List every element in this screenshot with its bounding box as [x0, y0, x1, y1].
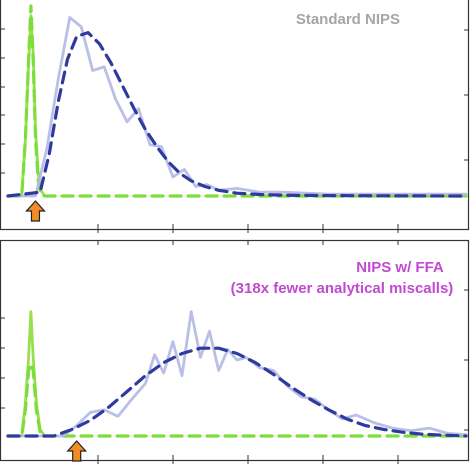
series-line-1 — [6, 362, 468, 438]
chart-panel-standard-nips — [0, 0, 470, 233]
series-line-2 — [6, 310, 468, 438]
series-line-2 — [6, 15, 468, 198]
chart-panel-nips-ffa — [0, 239, 470, 464]
series-line-0 — [6, 310, 56, 438]
chart-title-nips-ffa: NIPS w/ FFA — [356, 259, 444, 276]
chart-subtitle-nips-ffa: (318x fewer analytical miscalls) — [231, 280, 454, 297]
plot-frame — [0, 0, 470, 231]
threshold-arrow — [25, 200, 46, 222]
threshold-arrow — [66, 440, 88, 462]
series-line-3 — [6, 31, 468, 198]
chart-title-standard-nips: Standard NIPS — [296, 11, 400, 28]
series-line-1 — [6, 4, 468, 198]
plot-frame — [0, 239, 470, 462]
series-line-3 — [6, 346, 468, 438]
